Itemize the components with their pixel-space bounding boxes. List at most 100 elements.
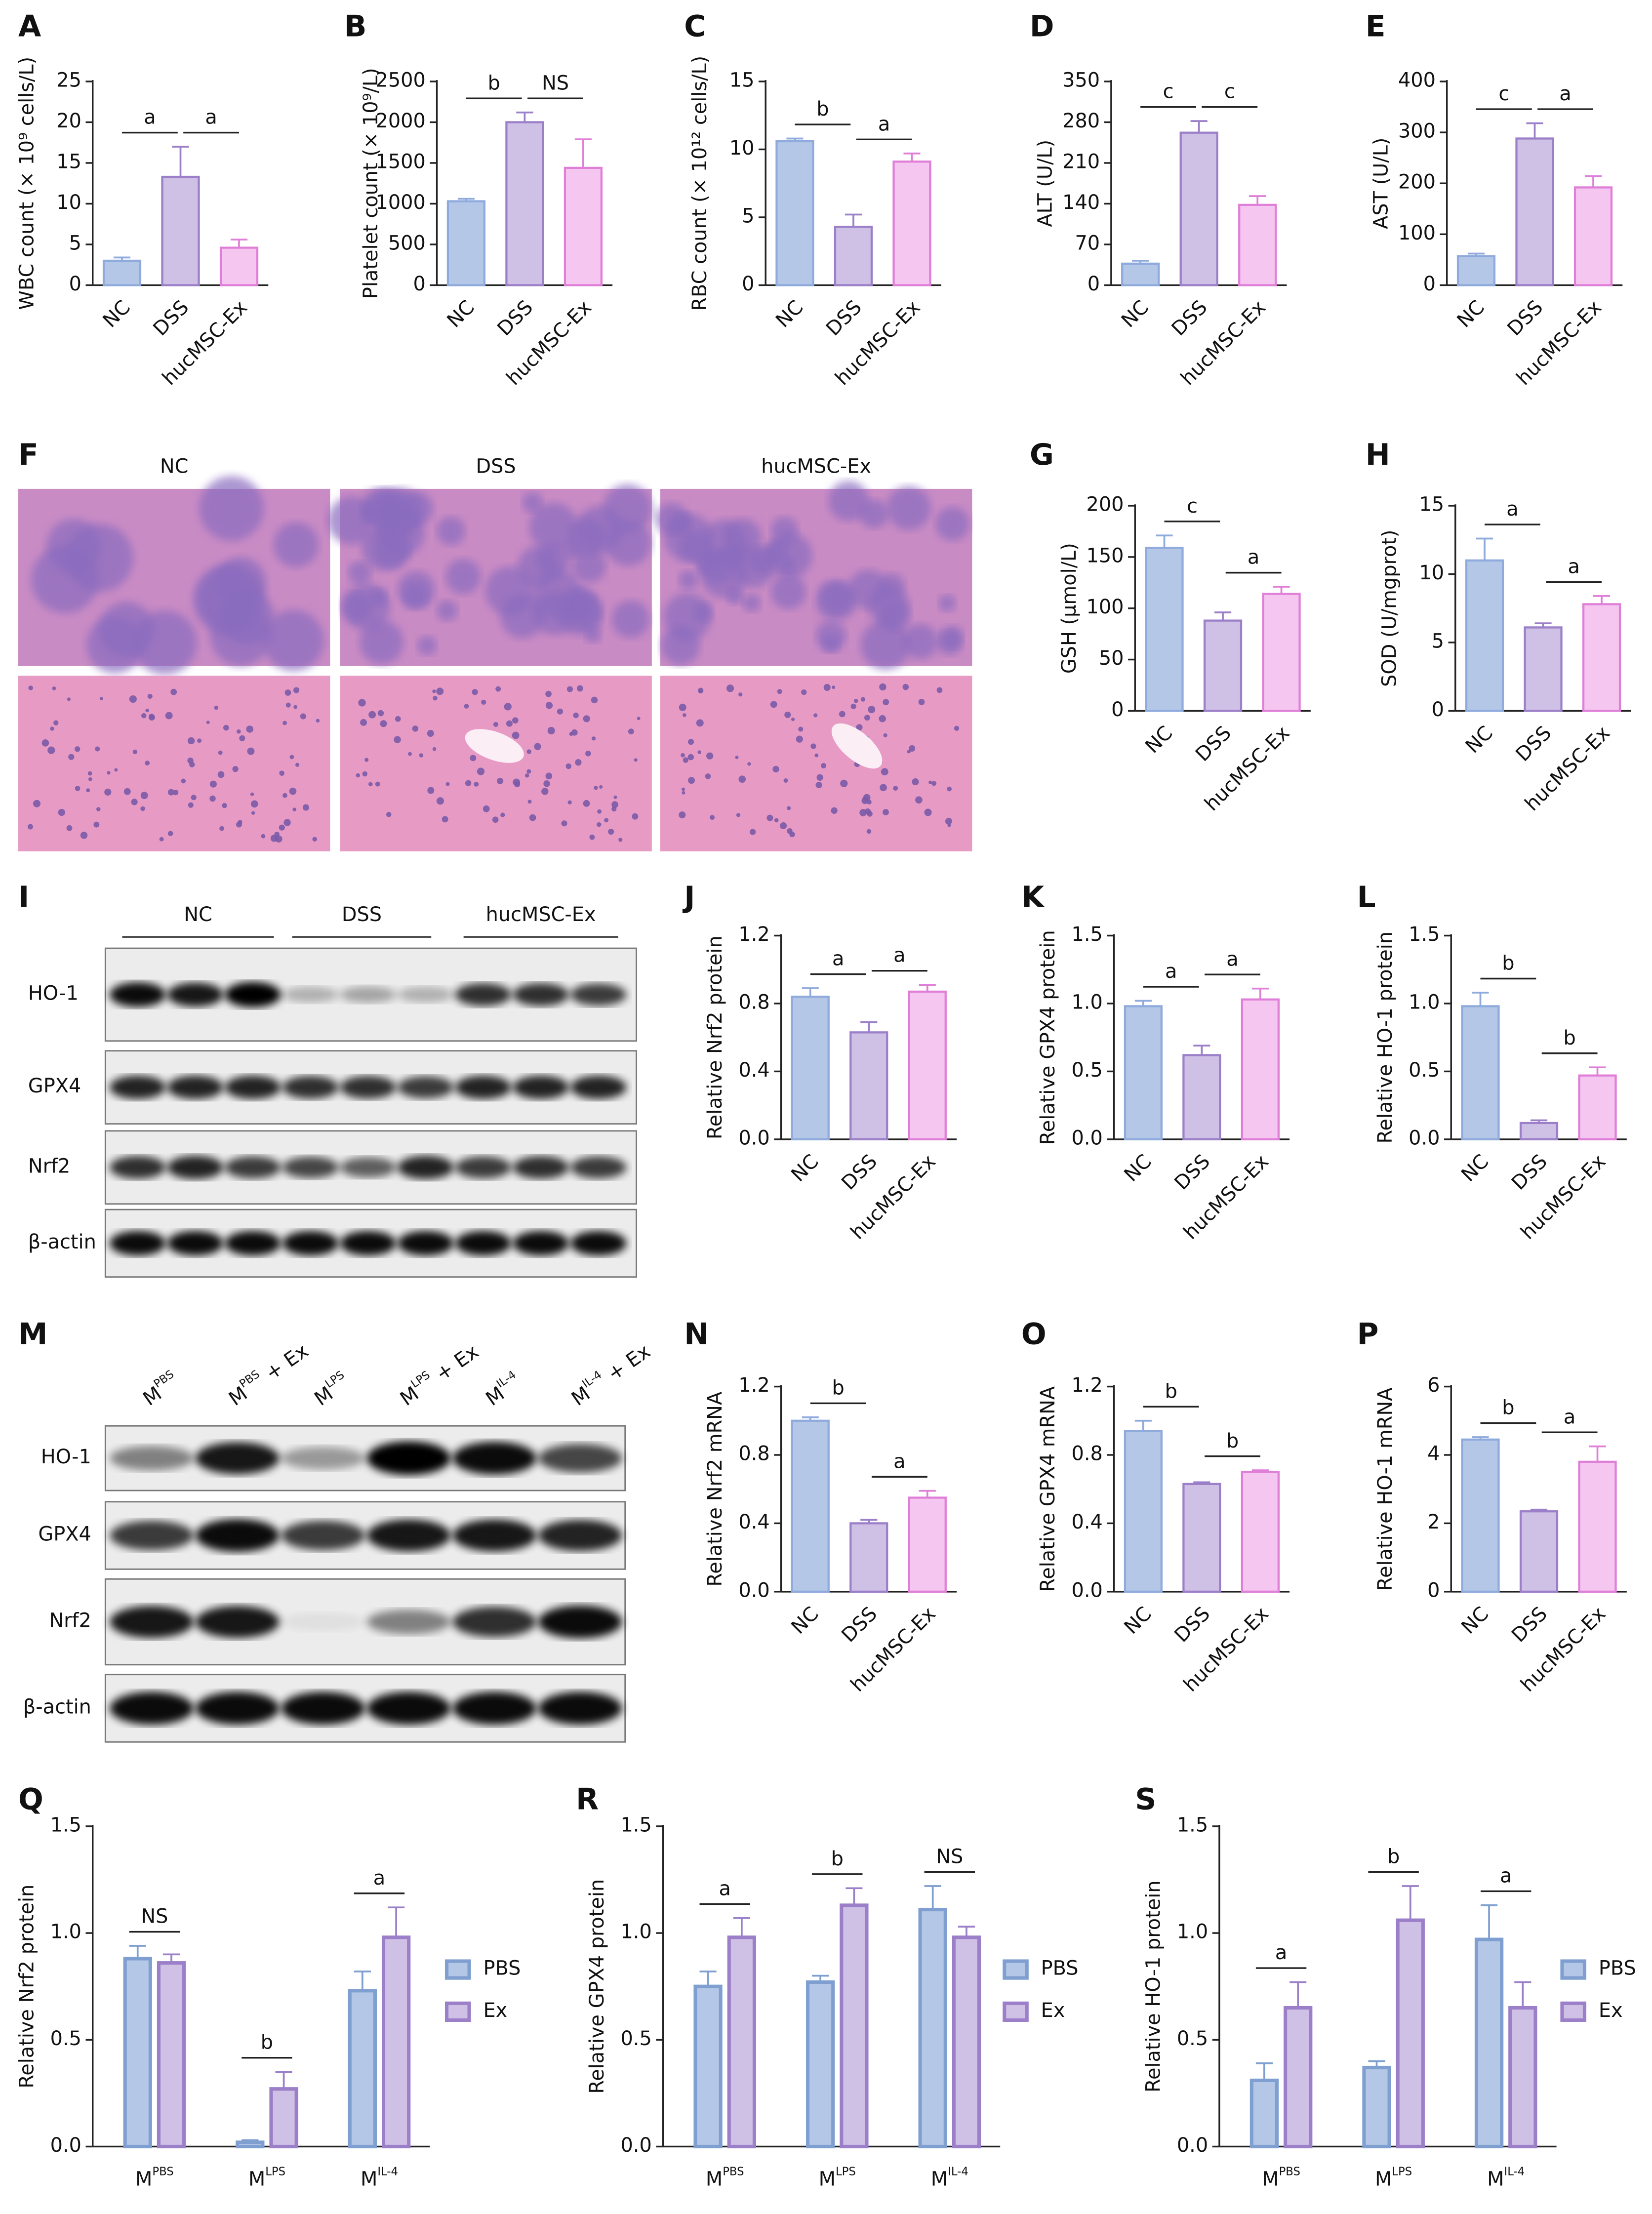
- histology-texture: [247, 747, 255, 755]
- significance-label: b: [1226, 1430, 1239, 1452]
- histology-texture: [924, 808, 932, 816]
- histology-texture: [947, 786, 952, 792]
- significance-label: b: [488, 72, 500, 94]
- histology-texture: [209, 780, 217, 788]
- histology-texture: [883, 809, 889, 815]
- panel-letter: P: [1357, 1318, 1379, 1352]
- label-suffix: + Ex: [256, 1339, 312, 1388]
- histology-texture: [481, 699, 486, 705]
- histology-texture: [928, 780, 932, 784]
- histology-texture: [682, 713, 686, 717]
- histology-texture: [940, 625, 964, 649]
- histology-texture: [263, 609, 324, 671]
- blot-band: [452, 1519, 537, 1552]
- y-tick-label: 100: [1398, 222, 1436, 244]
- blot-band: [167, 1075, 224, 1099]
- significance-label: b: [261, 2031, 273, 2054]
- histology-texture: [427, 787, 435, 794]
- histology-texture: [472, 689, 478, 695]
- histology-texture: [412, 725, 419, 732]
- histology-texture: [465, 780, 472, 786]
- row-label: Nrf2: [49, 1610, 91, 1632]
- bar: [1396, 1918, 1425, 2149]
- bar: [1121, 262, 1160, 286]
- histology-texture: [772, 765, 779, 773]
- panel-letter: O: [1021, 1318, 1047, 1352]
- y-tick-label: 10: [729, 137, 755, 160]
- label-sup: PBS: [152, 2165, 173, 2178]
- label-sup: IL-4: [1504, 2165, 1525, 2178]
- panel-letter: R: [576, 1782, 599, 1816]
- blot-band: [397, 1156, 454, 1179]
- histology-texture: [239, 735, 245, 741]
- blot-band: [109, 1075, 166, 1099]
- y-axis-title: Platelet count (× 10⁹/L): [360, 68, 382, 299]
- bar: [1461, 1438, 1500, 1593]
- histology-texture: [86, 616, 144, 674]
- blot-band: [538, 1520, 622, 1551]
- histology-texture: [529, 503, 578, 552]
- histology-texture: [369, 588, 388, 607]
- y-tick-label: 0.0: [1177, 2134, 1208, 2157]
- blot-band: [225, 1231, 281, 1256]
- y-tick-label: 15: [729, 69, 755, 91]
- y-tick-label: 0: [1088, 273, 1100, 295]
- histology-texture: [683, 757, 689, 763]
- histology-texture: [591, 696, 598, 704]
- legend-swatch: [1003, 1959, 1029, 1980]
- significance-label: a: [1568, 555, 1579, 578]
- bar: [1578, 1460, 1617, 1593]
- histology-texture: [75, 786, 81, 791]
- panel-letter: A: [18, 9, 41, 43]
- histology-texture: [545, 702, 553, 709]
- histology-texture: [165, 712, 173, 720]
- x-tick-label: NC: [1141, 722, 1177, 758]
- histology-texture: [493, 722, 498, 727]
- column-label: DSS: [476, 455, 516, 478]
- panel-letter: M: [18, 1318, 47, 1352]
- y-tick-label: 150: [1087, 544, 1124, 567]
- blot-band: [538, 1444, 622, 1473]
- histology-texture: [679, 703, 686, 711]
- histology-texture: [860, 697, 866, 702]
- y-tick-label: 1.5: [1409, 923, 1440, 946]
- label-base: M: [361, 2168, 377, 2190]
- bar: [908, 990, 947, 1141]
- x-tick-label: DSS: [1191, 722, 1236, 766]
- histology-texture: [572, 549, 606, 583]
- histology-texture: [368, 489, 407, 527]
- significance-label: a: [373, 1867, 385, 1890]
- histology-texture: [394, 736, 401, 743]
- histology-texture: [28, 685, 33, 690]
- histology-texture: [219, 826, 224, 831]
- histology-texture: [214, 705, 219, 710]
- bar: [1515, 137, 1554, 286]
- histology-texture: [132, 749, 137, 755]
- histology-texture: [474, 781, 479, 787]
- bar: [791, 1419, 830, 1593]
- histology-texture: [41, 739, 49, 747]
- y-tick-label: 200: [1398, 171, 1436, 194]
- histology-texture: [547, 726, 555, 735]
- significance-label: a: [144, 106, 156, 129]
- y-tick-label: 1.5: [1177, 1813, 1208, 1836]
- row-label: GPX4: [38, 1523, 91, 1546]
- y-tick-label: 400: [1398, 69, 1436, 91]
- row-label: β-actin: [23, 1695, 91, 1718]
- y-tick-label: 0.0: [620, 2134, 651, 2157]
- bar: [1474, 1937, 1504, 2149]
- histology-texture: [688, 777, 695, 784]
- blot-band: [513, 983, 569, 1006]
- blot-band: [281, 1447, 365, 1470]
- bar: [849, 1522, 888, 1593]
- y-tick-label: 70: [1075, 232, 1100, 254]
- bar: [834, 226, 873, 286]
- bar: [1582, 603, 1621, 712]
- histology-texture: [197, 738, 202, 743]
- label: MPBS: [706, 2165, 744, 2190]
- histology-texture: [316, 719, 320, 723]
- histology-texture: [780, 822, 787, 829]
- histology-texture: [529, 814, 536, 821]
- histology-texture: [96, 807, 101, 811]
- histology-texture: [506, 720, 513, 727]
